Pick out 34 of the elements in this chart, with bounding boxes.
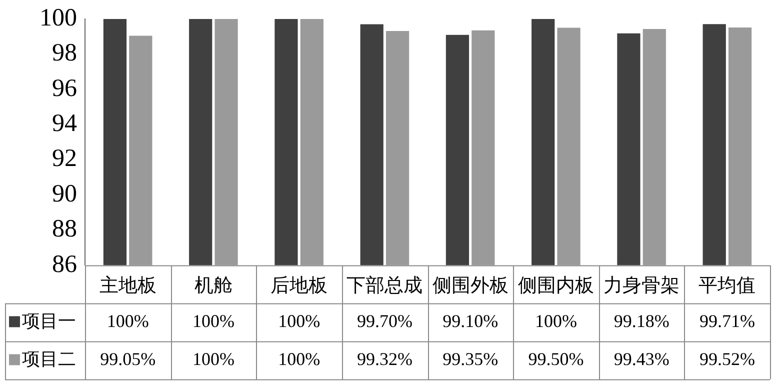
- y-tick-label: 88: [52, 216, 77, 243]
- y-tick-label: 90: [52, 180, 77, 208]
- y-tick-label: 98: [52, 40, 77, 67]
- x-tick-label: 平均值: [698, 276, 756, 297]
- data-label: 100%: [278, 348, 320, 369]
- legend-label: 项目二: [22, 348, 76, 369]
- data-label: 99.70%: [356, 310, 412, 331]
- x-tick-label: 机舱: [194, 276, 232, 297]
- x-tick-label: 下部总成: [346, 274, 423, 297]
- legend-label: 项目一: [22, 310, 76, 331]
- y-tick-label: 94: [52, 110, 78, 138]
- data-label: 99.05%: [100, 348, 156, 369]
- y-tick-label: 86: [52, 250, 77, 278]
- x-tick-label: 侧围内板: [518, 276, 594, 297]
- data-label: 100%: [534, 310, 577, 331]
- data-label: 99.10%: [442, 310, 498, 331]
- data-label: 99.71%: [699, 310, 755, 331]
- data-label: 100%: [192, 348, 234, 369]
- data-label: 100%: [106, 310, 149, 331]
- x-tick-label: 力身骨架: [604, 276, 680, 297]
- y-tick-label: 100: [40, 4, 77, 32]
- data-label: 100%: [192, 310, 234, 331]
- x-tick-label: 侧围外板: [432, 276, 508, 297]
- y-tick-label: 92: [52, 145, 77, 172]
- data-label: 99.50%: [528, 348, 584, 369]
- data-label: 99.32%: [356, 348, 412, 369]
- data-label: 99.18%: [614, 310, 670, 331]
- y-tick-label: 96: [52, 74, 77, 102]
- x-tick-label: 后地板: [270, 276, 328, 297]
- x-tick-label: 主地板: [99, 274, 156, 297]
- data-label: 99.35%: [442, 348, 498, 369]
- data-label: 99.52%: [699, 348, 755, 369]
- data-label: 99.43%: [614, 348, 670, 369]
- data-label: 100%: [278, 310, 320, 331]
